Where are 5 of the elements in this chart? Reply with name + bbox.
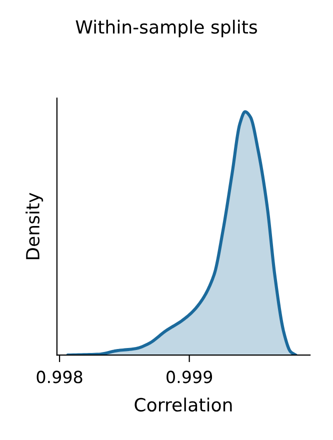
y-axis-title: Density bbox=[26, 192, 44, 260]
chart-title: Within-sample splits bbox=[76, 20, 257, 38]
x-tick-label: 0.999 bbox=[166, 370, 212, 384]
x-tick-label: 0.998 bbox=[36, 370, 82, 384]
x-axis-title: Correlation bbox=[134, 398, 232, 412]
